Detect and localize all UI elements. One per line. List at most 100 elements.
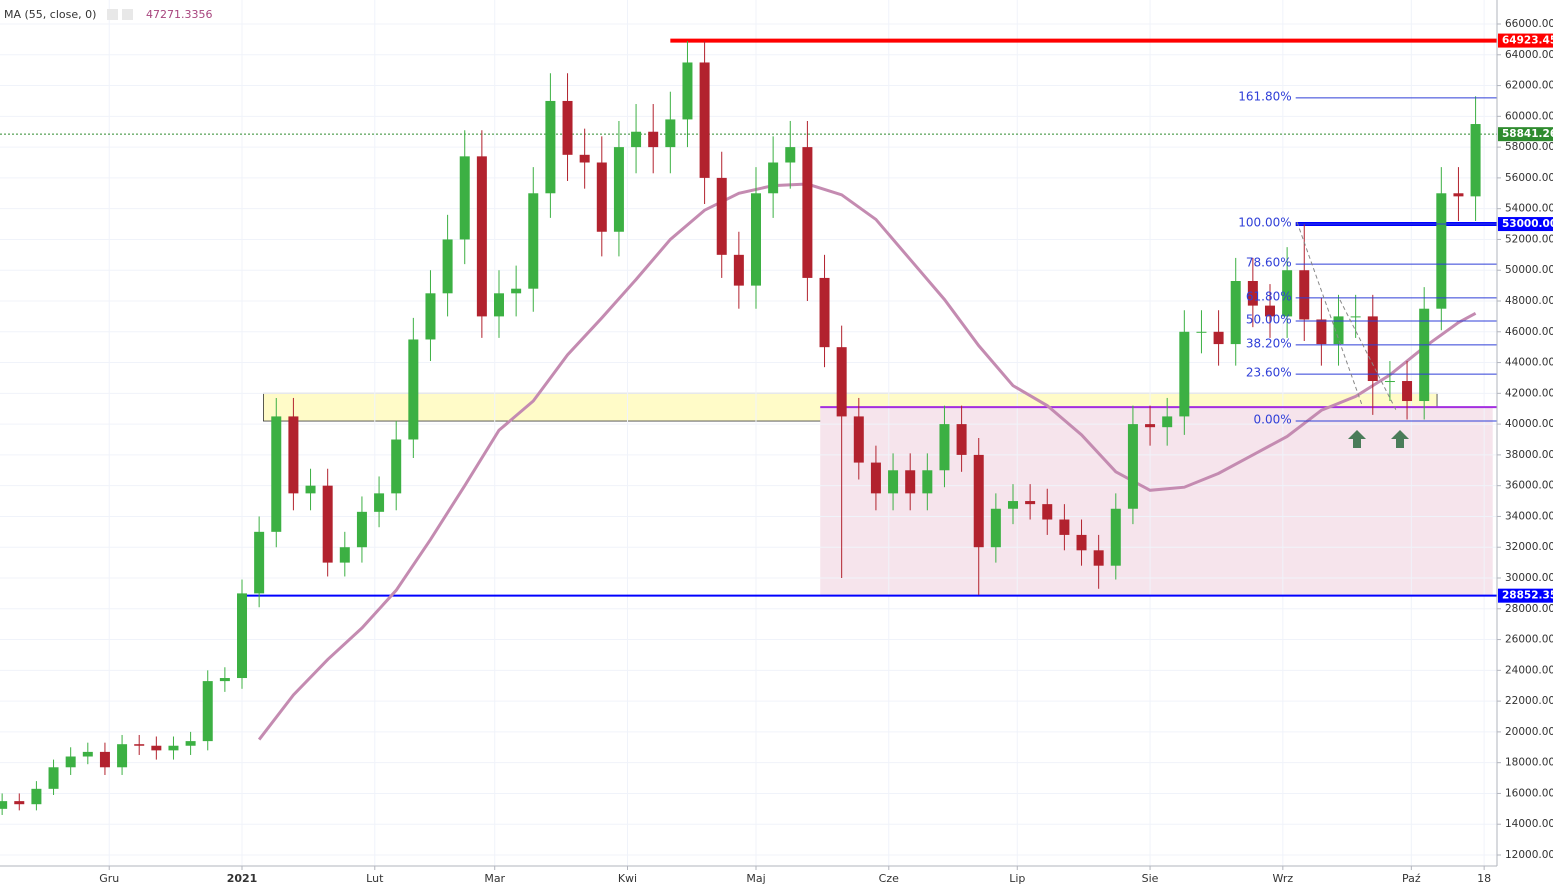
ma	[257, 182, 1477, 741]
candle-body	[476, 156, 487, 317]
candle-body	[1162, 416, 1173, 428]
x-tick-label: Paź	[1402, 872, 1421, 885]
arrow-up	[1391, 430, 1409, 448]
candle-body	[802, 147, 813, 278]
candle-body	[0, 801, 8, 809]
candle-body	[973, 454, 984, 548]
candle-body	[939, 424, 950, 471]
fib-label: 50.00%	[1246, 313, 1292, 327]
fib-label: 100.00%	[1238, 216, 1291, 230]
fib: 161.80% 100.00% 78.60% 61.80% 50.00% 38.20% 23…	[1238, 89, 1497, 427]
icon[interactable]	[122, 9, 133, 20]
candle-body	[1419, 308, 1430, 402]
x-tick-label: 18	[1477, 872, 1491, 885]
y-tick-label: 34000.00	[1505, 510, 1553, 522]
candle-body	[442, 239, 453, 294]
x-tick-label: Cze	[879, 872, 899, 885]
candle-body	[1007, 501, 1018, 509]
y-tick-label: 16000.00	[1505, 787, 1553, 799]
candle-body	[750, 193, 761, 286]
candle-body	[1367, 316, 1378, 382]
arrow-up	[1348, 430, 1366, 448]
candle-body	[1213, 331, 1224, 345]
candle-body	[836, 347, 847, 417]
y-tick-label: 60000.00	[1505, 110, 1553, 122]
candle-body	[562, 100, 573, 155]
candle-body	[322, 485, 333, 563]
candle-body	[1042, 504, 1053, 520]
x-tick-label: Mar	[484, 872, 505, 885]
fib-label: 161.80%	[1238, 89, 1291, 103]
candle-body	[1436, 193, 1447, 309]
candle-body	[1025, 501, 1036, 505]
candle-body	[117, 744, 128, 768]
y-tick-label: 46000.00	[1505, 326, 1553, 338]
candle-body	[168, 745, 179, 751]
fib-label: 23.60%	[1246, 366, 1292, 380]
trend-dash	[1296, 221, 1363, 406]
candle-body	[1127, 424, 1138, 509]
y-tick-label: 54000.00	[1505, 203, 1553, 215]
candle-body	[202, 681, 213, 742]
y-tick-label: 62000.00	[1505, 80, 1553, 92]
x-tick-label: Kwi	[618, 872, 637, 885]
candle-body	[785, 147, 796, 163]
y-tick-label: 52000.00	[1505, 233, 1553, 245]
candle-body	[391, 439, 402, 494]
price-tag-label: 64923.45	[1502, 35, 1553, 47]
candle-body	[305, 485, 316, 494]
candle-body	[219, 678, 230, 682]
candle-body	[151, 745, 162, 751]
candle-body	[613, 147, 624, 232]
candle-body	[48, 767, 59, 789]
axis: 12000.00 14000.00 16000.00 18000.00 20000.00…	[99, 18, 1553, 885]
price-tag	[1498, 588, 1553, 603]
candle-body	[1179, 331, 1190, 417]
y-tick-label: 38000.00	[1505, 449, 1553, 461]
candle-body	[425, 293, 436, 340]
price-tag	[1498, 33, 1553, 48]
candle-body	[648, 131, 659, 148]
candle-body	[631, 131, 642, 148]
y-tick-label: 44000.00	[1505, 357, 1553, 369]
y-tick-label: 56000.00	[1505, 172, 1553, 184]
candle-body	[339, 547, 350, 563]
indicator-name: MA (55, close, 0)	[4, 8, 96, 21]
y-tick-label: 14000.00	[1505, 818, 1553, 830]
candle-body	[699, 62, 710, 178]
zone	[820, 407, 1493, 596]
icon[interactable]	[107, 9, 118, 20]
y-tick-label: 26000.00	[1505, 634, 1553, 646]
candle-body	[1333, 316, 1344, 345]
fib-label: 61.80%	[1246, 289, 1292, 303]
y-tick-label: 50000.00	[1505, 264, 1553, 276]
x-tick-label: Lut	[366, 872, 384, 885]
candle-body	[288, 416, 299, 494]
candle-body	[237, 593, 248, 679]
candle-body	[14, 801, 25, 805]
candle-body	[733, 254, 744, 286]
candle-body	[922, 470, 933, 494]
x-tick-label: Gru	[99, 872, 119, 885]
x-tick-label: Sie	[1142, 872, 1159, 885]
candle-body	[408, 339, 419, 440]
candle-body	[1316, 319, 1327, 345]
candle-body	[528, 193, 539, 289]
candle-body	[579, 154, 590, 163]
candle-body	[1059, 519, 1070, 535]
candle-body	[545, 100, 556, 194]
candle-body	[82, 751, 93, 757]
candle-body	[459, 156, 470, 240]
price-tag-label: 53000.00	[1502, 218, 1553, 230]
candle-body	[254, 531, 265, 594]
candle-body	[99, 751, 110, 768]
candle-body	[1076, 534, 1087, 551]
candle-body	[1384, 381, 1395, 383]
y-tick-label: 32000.00	[1505, 541, 1553, 553]
price-tag-label: 28852.35	[1502, 590, 1553, 602]
candles	[0, 40, 1481, 815]
candle-body	[1145, 424, 1156, 428]
y-tick-label: 20000.00	[1505, 726, 1553, 738]
candle-body	[819, 277, 830, 348]
